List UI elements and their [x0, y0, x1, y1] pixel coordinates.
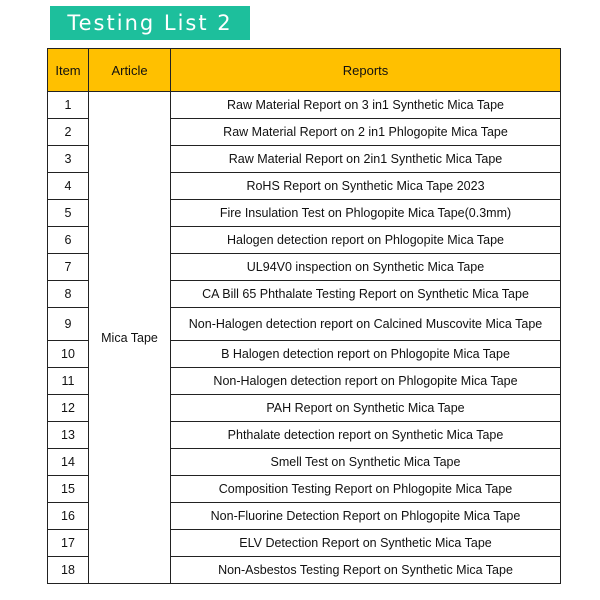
item-number: 16 — [47, 502, 89, 530]
item-number: 9 — [47, 307, 89, 341]
report-name: Fire Insulation Test on Phlogopite Mica … — [170, 199, 561, 227]
table-row: 7 UL94V0 inspection on Synthetic Mica Tap… — [47, 253, 561, 281]
item-number: 2 — [47, 118, 89, 146]
item-number: 1 — [47, 91, 89, 119]
report-name: Non-Halogen detection report on Phlogopi… — [170, 367, 561, 395]
table-header-row: Item Article Reports — [47, 48, 561, 92]
table-row: 3 Raw Material Report on 2in1 Synthetic M… — [47, 145, 561, 173]
table-row: 8 CA Bill 65 Phthalate Testing Report on … — [47, 280, 561, 308]
header-reports: Reports — [170, 48, 561, 92]
report-name: ELV Detection Report on Synthetic Mica T… — [170, 529, 561, 557]
table-row: 17 ELV Detection Report on Synthetic Mica… — [47, 529, 561, 557]
table-row: 12 PAH Report on Synthetic Mica Tape — [47, 394, 561, 422]
report-name: Raw Material Report on 2 in1 Phlogopite … — [170, 118, 561, 146]
testing-table: Item Article Reports 1 Mica Tape Raw Mater… — [47, 48, 561, 584]
article-cell: Mica Tape — [88, 91, 171, 584]
table-row: 5 Fire Insulation Test on Phlogopite Mica… — [47, 199, 561, 227]
item-number: 8 — [47, 280, 89, 308]
report-name: Non-Fluorine Detection Report on Phlogop… — [170, 502, 561, 530]
report-name: CA Bill 65 Phthalate Testing Report on S… — [170, 280, 561, 308]
header-article: Article — [88, 48, 171, 92]
report-name: Raw Material Report on 3 in1 Synthetic M… — [170, 91, 561, 119]
report-name: UL94V0 inspection on Synthetic Mica Tape — [170, 253, 561, 281]
table-row: 4 RoHS Report on Synthetic Mica Tape 2023 — [47, 172, 561, 200]
report-name: RoHS Report on Synthetic Mica Tape 2023 — [170, 172, 561, 200]
item-number: 10 — [47, 340, 89, 368]
report-name: Non-Halogen detection report on Calcined… — [170, 307, 561, 341]
table-row: 11 Non-Halogen detection report on Phlogo… — [47, 367, 561, 395]
report-name: B Halogen detection report on Phlogopite… — [170, 340, 561, 368]
item-number: 3 — [47, 145, 89, 173]
table-row: 16 Non-Fluorine Detection Report on Phlog… — [47, 502, 561, 530]
report-name: Phthalate detection report on Synthetic … — [170, 421, 561, 449]
page-title: Testing List 2 — [50, 6, 250, 40]
item-number: 6 — [47, 226, 89, 254]
item-number: 17 — [47, 529, 89, 557]
item-number: 11 — [47, 367, 89, 395]
item-number: 15 — [47, 475, 89, 503]
table-row: 18 Non-Asbestos Testing Report on Synthet… — [47, 556, 561, 584]
report-name: Smell Test on Synthetic Mica Tape — [170, 448, 561, 476]
item-number: 14 — [47, 448, 89, 476]
header-item: Item — [47, 48, 89, 92]
report-name: Non-Asbestos Testing Report on Synthetic… — [170, 556, 561, 584]
table-row: 13 Phthalate detection report on Syntheti… — [47, 421, 561, 449]
item-number: 12 — [47, 394, 89, 422]
item-number: 4 — [47, 172, 89, 200]
report-name: Halogen detection report on Phlogopite M… — [170, 226, 561, 254]
item-number: 18 — [47, 556, 89, 584]
table-row: 14 Smell Test on Synthetic Mica Tape — [47, 448, 561, 476]
report-name: Raw Material Report on 2in1 Synthetic Mi… — [170, 145, 561, 173]
table-row: 6 Halogen detection report on Phlogopite … — [47, 226, 561, 254]
item-number: 13 — [47, 421, 89, 449]
report-name: Composition Testing Report on Phlogopite… — [170, 475, 561, 503]
table-row: 9 Non-Halogen detection report on Calcine… — [47, 307, 561, 341]
item-number: 7 — [47, 253, 89, 281]
item-number: 5 — [47, 199, 89, 227]
table-row: 1 Mica Tape Raw Material Report on 3 in1 S… — [47, 91, 561, 584]
report-name: PAH Report on Synthetic Mica Tape — [170, 394, 561, 422]
table-row: 15 Composition Testing Report on Phlogopi… — [47, 475, 561, 503]
